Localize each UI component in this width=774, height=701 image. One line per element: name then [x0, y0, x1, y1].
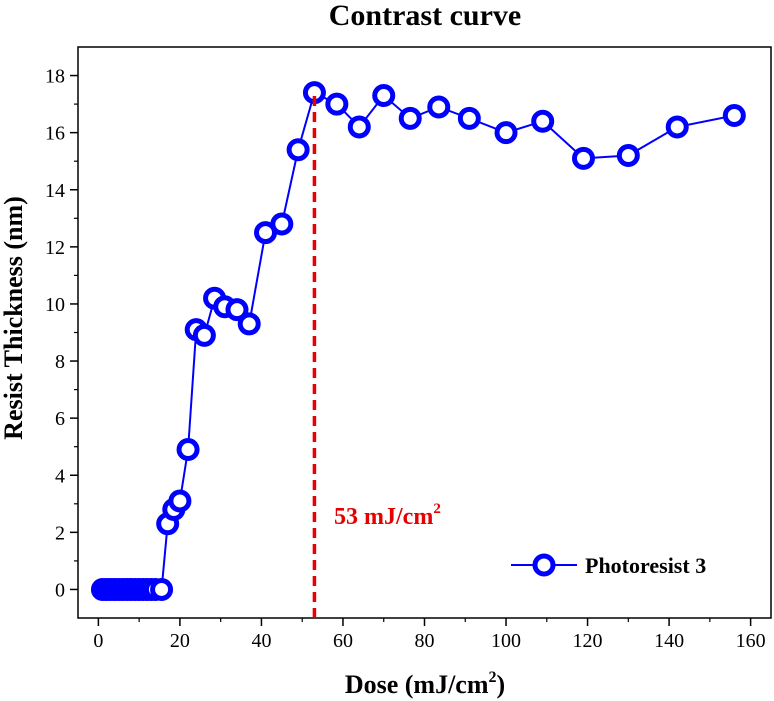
data-point: [347, 115, 371, 139]
y-axis-label: Resist Thickness (nm): [0, 196, 28, 440]
data-point: [176, 438, 200, 462]
y-tick-label: 16: [45, 123, 65, 145]
x-tick-label: 160: [736, 630, 766, 652]
data-point: [398, 106, 422, 130]
data-point: [665, 115, 689, 139]
data-point: [616, 143, 640, 167]
legend-label-photoresist-3: Photoresist 3: [585, 553, 706, 578]
data-point: [150, 577, 174, 601]
x-axis-label: Dose (mJ/cm2): [345, 669, 505, 699]
annotation-dose-label: 53 mJ/cm2: [334, 501, 441, 530]
data-point: [237, 312, 261, 336]
y-tick-label: 12: [45, 237, 65, 259]
x-axis-label-close: ): [497, 670, 506, 699]
chart-title: Contrast curve: [329, 0, 521, 32]
data-point: [225, 298, 249, 322]
legend: Photoresist 3: [511, 553, 706, 578]
x-tick-label: 80: [415, 630, 435, 652]
data-point: [494, 121, 518, 145]
data-point: [427, 95, 451, 119]
data-point: [192, 323, 216, 347]
data-point: [571, 146, 595, 170]
y-tick-label: 6: [55, 408, 65, 430]
data-point: [722, 104, 746, 128]
x-tick-label: 0: [93, 630, 103, 652]
annotation-dose-label-superscript: 2: [433, 501, 441, 517]
y-tick-label: 0: [55, 579, 65, 601]
y-tick-label: 10: [45, 294, 65, 316]
y-tick-label: 2: [55, 522, 65, 544]
x-axis-label-superscript: 2: [489, 669, 497, 686]
data-point: [168, 489, 192, 513]
data-point: [531, 109, 555, 133]
y-tick-label: 4: [55, 465, 65, 487]
y-tick-label: 18: [45, 66, 65, 88]
x-tick-label: 20: [170, 630, 190, 652]
y-tick-label: 14: [45, 180, 65, 202]
data-point: [372, 84, 396, 108]
x-tick-label: 100: [491, 630, 521, 652]
x-tick-label: 60: [333, 630, 353, 652]
annotation-dose-label-text: 53 mJ/cm: [334, 504, 433, 530]
data-point: [457, 106, 481, 130]
x-tick-label: 40: [251, 630, 271, 652]
data-point: [325, 92, 349, 116]
x-tick-label: 120: [573, 630, 603, 652]
x-tick-label: 140: [654, 630, 684, 652]
x-axis-label-text: Dose (mJ/cm: [345, 670, 489, 699]
data-point: [270, 212, 294, 236]
legend-marker: [532, 553, 556, 577]
y-tick-label: 8: [55, 351, 65, 373]
data-point: [286, 138, 310, 162]
